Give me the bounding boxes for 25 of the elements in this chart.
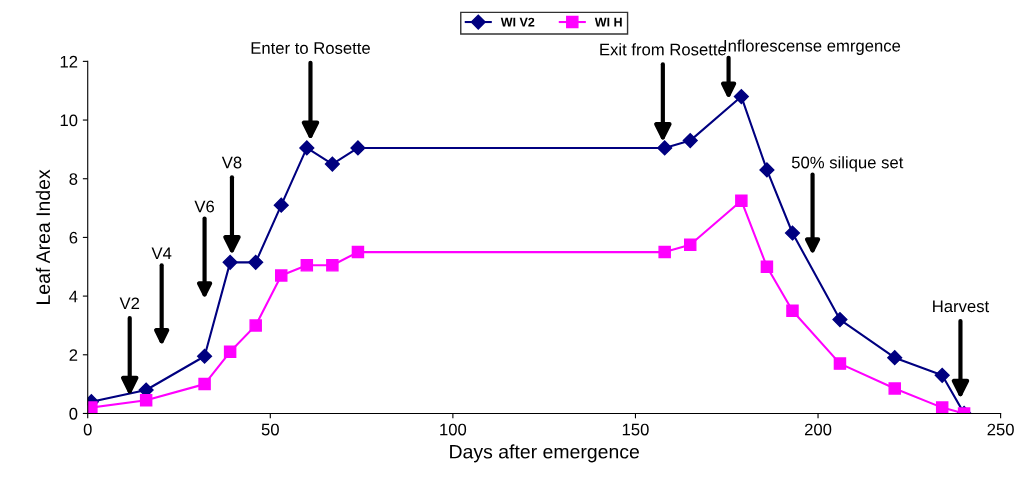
annotation: V8 <box>221 156 242 169</box>
x-tick-label: 150 <box>622 423 649 436</box>
annotation: Harvest <box>933 300 990 313</box>
annotation: 50% silique set <box>791 156 904 172</box>
annotation: V2 <box>119 297 140 310</box>
x-tick-label: 50 <box>261 423 279 436</box>
y-axis-title: Leaf Area Index <box>35 169 51 304</box>
annotation: Enter to Rosette <box>251 42 370 54</box>
legend-label: WI V2 <box>500 17 535 27</box>
x-tick-label: 200 <box>804 423 832 436</box>
y-tick-label: 2 <box>69 349 78 361</box>
y-tick-label: 6 <box>69 231 78 244</box>
x-tick-label: 0 <box>83 423 92 436</box>
x-axis-title: Days after emergence <box>450 444 639 463</box>
y-tick-label: 12 <box>60 55 78 68</box>
annotation: V6 <box>194 200 215 213</box>
x-tick-label: 250 <box>987 423 1014 436</box>
y-tick-label: 0 <box>69 407 78 420</box>
annotation: Exit from Rosette <box>600 43 727 56</box>
y-tick-label: 8 <box>69 173 78 185</box>
annotation: V4 <box>151 247 172 260</box>
y-tick-label: 10 <box>60 114 78 127</box>
y-tick-label: 4 <box>69 290 78 303</box>
legend-label: WI H <box>594 17 622 27</box>
x-tick-label: 100 <box>440 423 467 436</box>
